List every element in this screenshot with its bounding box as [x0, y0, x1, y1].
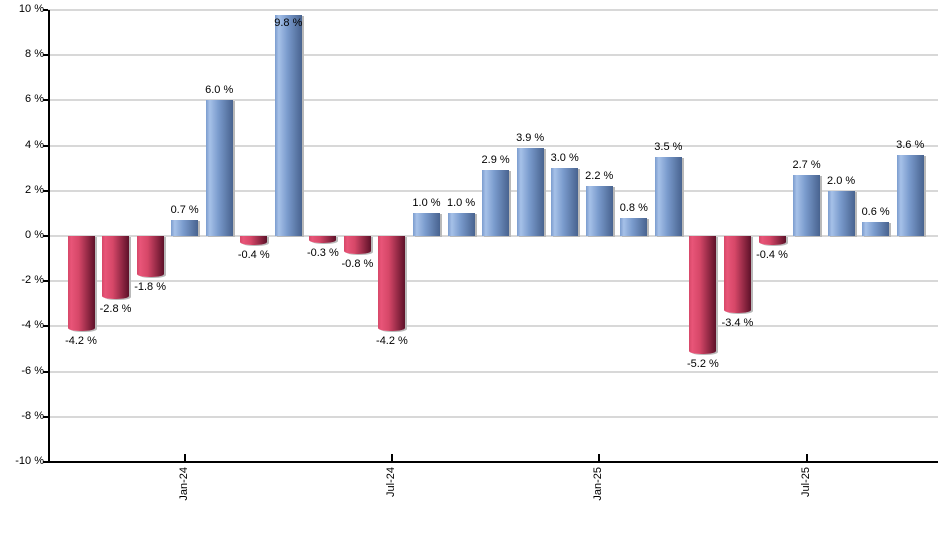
- y-axis-tick: [43, 99, 48, 102]
- bar: [413, 213, 440, 236]
- bar-value-label: -0.8 %: [341, 258, 374, 271]
- gridline: [48, 54, 938, 57]
- bar: [516, 147, 544, 236]
- bar-value-label: -5.2 %: [686, 357, 719, 370]
- y-axis-tick: [43, 144, 48, 147]
- bar-value-label: 2.7 %: [792, 158, 821, 171]
- x-axis-line: [47, 461, 938, 463]
- x-axis-tick: [598, 454, 601, 461]
- bar-value-label: -4.2 %: [65, 334, 97, 347]
- bar: [136, 236, 164, 277]
- bar-value-label: 3.6 %: [896, 138, 925, 151]
- y-axis-label: 10 %: [18, 3, 44, 15]
- y-axis-label: 6 %: [25, 93, 44, 106]
- y-axis-tick: [43, 235, 48, 237]
- y-axis-tick: [43, 325, 48, 328]
- bar-value-label: 1.0 %: [412, 197, 441, 210]
- bar: [758, 236, 786, 246]
- bar-value-label: -0.4 %: [756, 249, 788, 262]
- bar: [551, 168, 579, 236]
- gridline: [48, 415, 938, 418]
- bar-value-label: -0.3 %: [306, 246, 339, 259]
- bar-value-label: 0.7 %: [170, 204, 199, 217]
- gridline: [48, 235, 938, 237]
- bar: [654, 156, 682, 236]
- bar: [67, 236, 95, 331]
- bar-value-label: 3.5 %: [654, 140, 683, 153]
- y-axis-tick: [43, 280, 48, 283]
- x-axis-tick: [805, 454, 808, 461]
- y-axis-tick: [43, 370, 48, 373]
- bar: [482, 170, 510, 236]
- gridline: [48, 144, 938, 147]
- bar-value-label: -1.8 %: [134, 280, 166, 293]
- bar-value-label: 3.0 %: [550, 152, 579, 165]
- y-axis-tick: [43, 189, 48, 192]
- bar: [378, 236, 406, 331]
- bar: [240, 236, 268, 246]
- y-axis-tick: [43, 9, 48, 11]
- x-axis-label: Jul-24: [384, 467, 397, 497]
- bar: [827, 190, 855, 236]
- y-axis-tick: [43, 54, 48, 57]
- bar: [309, 236, 337, 243]
- bar: [585, 186, 613, 236]
- bar-value-label: -0.4 %: [237, 249, 270, 262]
- y-axis-tick: [43, 461, 48, 463]
- bar: [343, 236, 371, 255]
- bar-value-label: 2.9 %: [481, 154, 510, 167]
- gridline: [48, 280, 938, 283]
- bar: [862, 222, 890, 236]
- y-axis-tick: [43, 415, 48, 418]
- bar: [620, 217, 648, 236]
- gridline: [48, 9, 938, 11]
- bar-value-label: 2.0 %: [827, 174, 856, 187]
- y-axis-label: -2 %: [21, 274, 44, 287]
- y-axis-label: -10 %: [15, 455, 44, 467]
- y-axis-label: -8 %: [21, 409, 44, 422]
- bar-value-label: 0.8 %: [619, 201, 648, 214]
- bar: [205, 100, 233, 236]
- bar-value-label: -3.4 %: [721, 316, 754, 329]
- bar-value-label: -4.2 %: [376, 334, 408, 347]
- bar-value-label: 3.9 %: [516, 131, 545, 144]
- bar: [171, 220, 199, 236]
- x-axis-label: Jan-25: [592, 467, 605, 501]
- y-axis-label: 8 %: [25, 48, 44, 61]
- x-axis-tick: [183, 454, 186, 461]
- bar: [723, 236, 751, 313]
- bar: [274, 14, 302, 236]
- bar-value-label: 1.0 %: [446, 197, 476, 210]
- bar-value-label: -2.8 %: [99, 303, 132, 316]
- bar-value-label: 2.2 %: [585, 170, 614, 183]
- y-axis-line: [48, 10, 50, 463]
- y-axis-label: -4 %: [21, 319, 44, 332]
- bar: [102, 236, 130, 300]
- gridline: [48, 99, 938, 102]
- gridline: [48, 370, 938, 373]
- bar: [689, 236, 717, 354]
- bar: [896, 154, 924, 236]
- bar-value-label: 9.8 %: [274, 16, 303, 29]
- bar-value-label: 0.6 %: [861, 206, 890, 219]
- y-axis-label: 0 %: [25, 229, 44, 241]
- y-axis-label: 2 %: [25, 183, 44, 196]
- x-axis-label: Jul-25: [799, 467, 812, 497]
- x-axis-label: Jan-24: [177, 467, 190, 501]
- bar-value-label: 6.0 %: [205, 84, 234, 97]
- gridline: [48, 325, 938, 328]
- x-axis-tick: [390, 454, 393, 461]
- y-axis-label: -6 %: [21, 364, 44, 377]
- y-axis-label: 4 %: [25, 138, 44, 151]
- bar: [793, 174, 821, 236]
- bar: [447, 213, 475, 236]
